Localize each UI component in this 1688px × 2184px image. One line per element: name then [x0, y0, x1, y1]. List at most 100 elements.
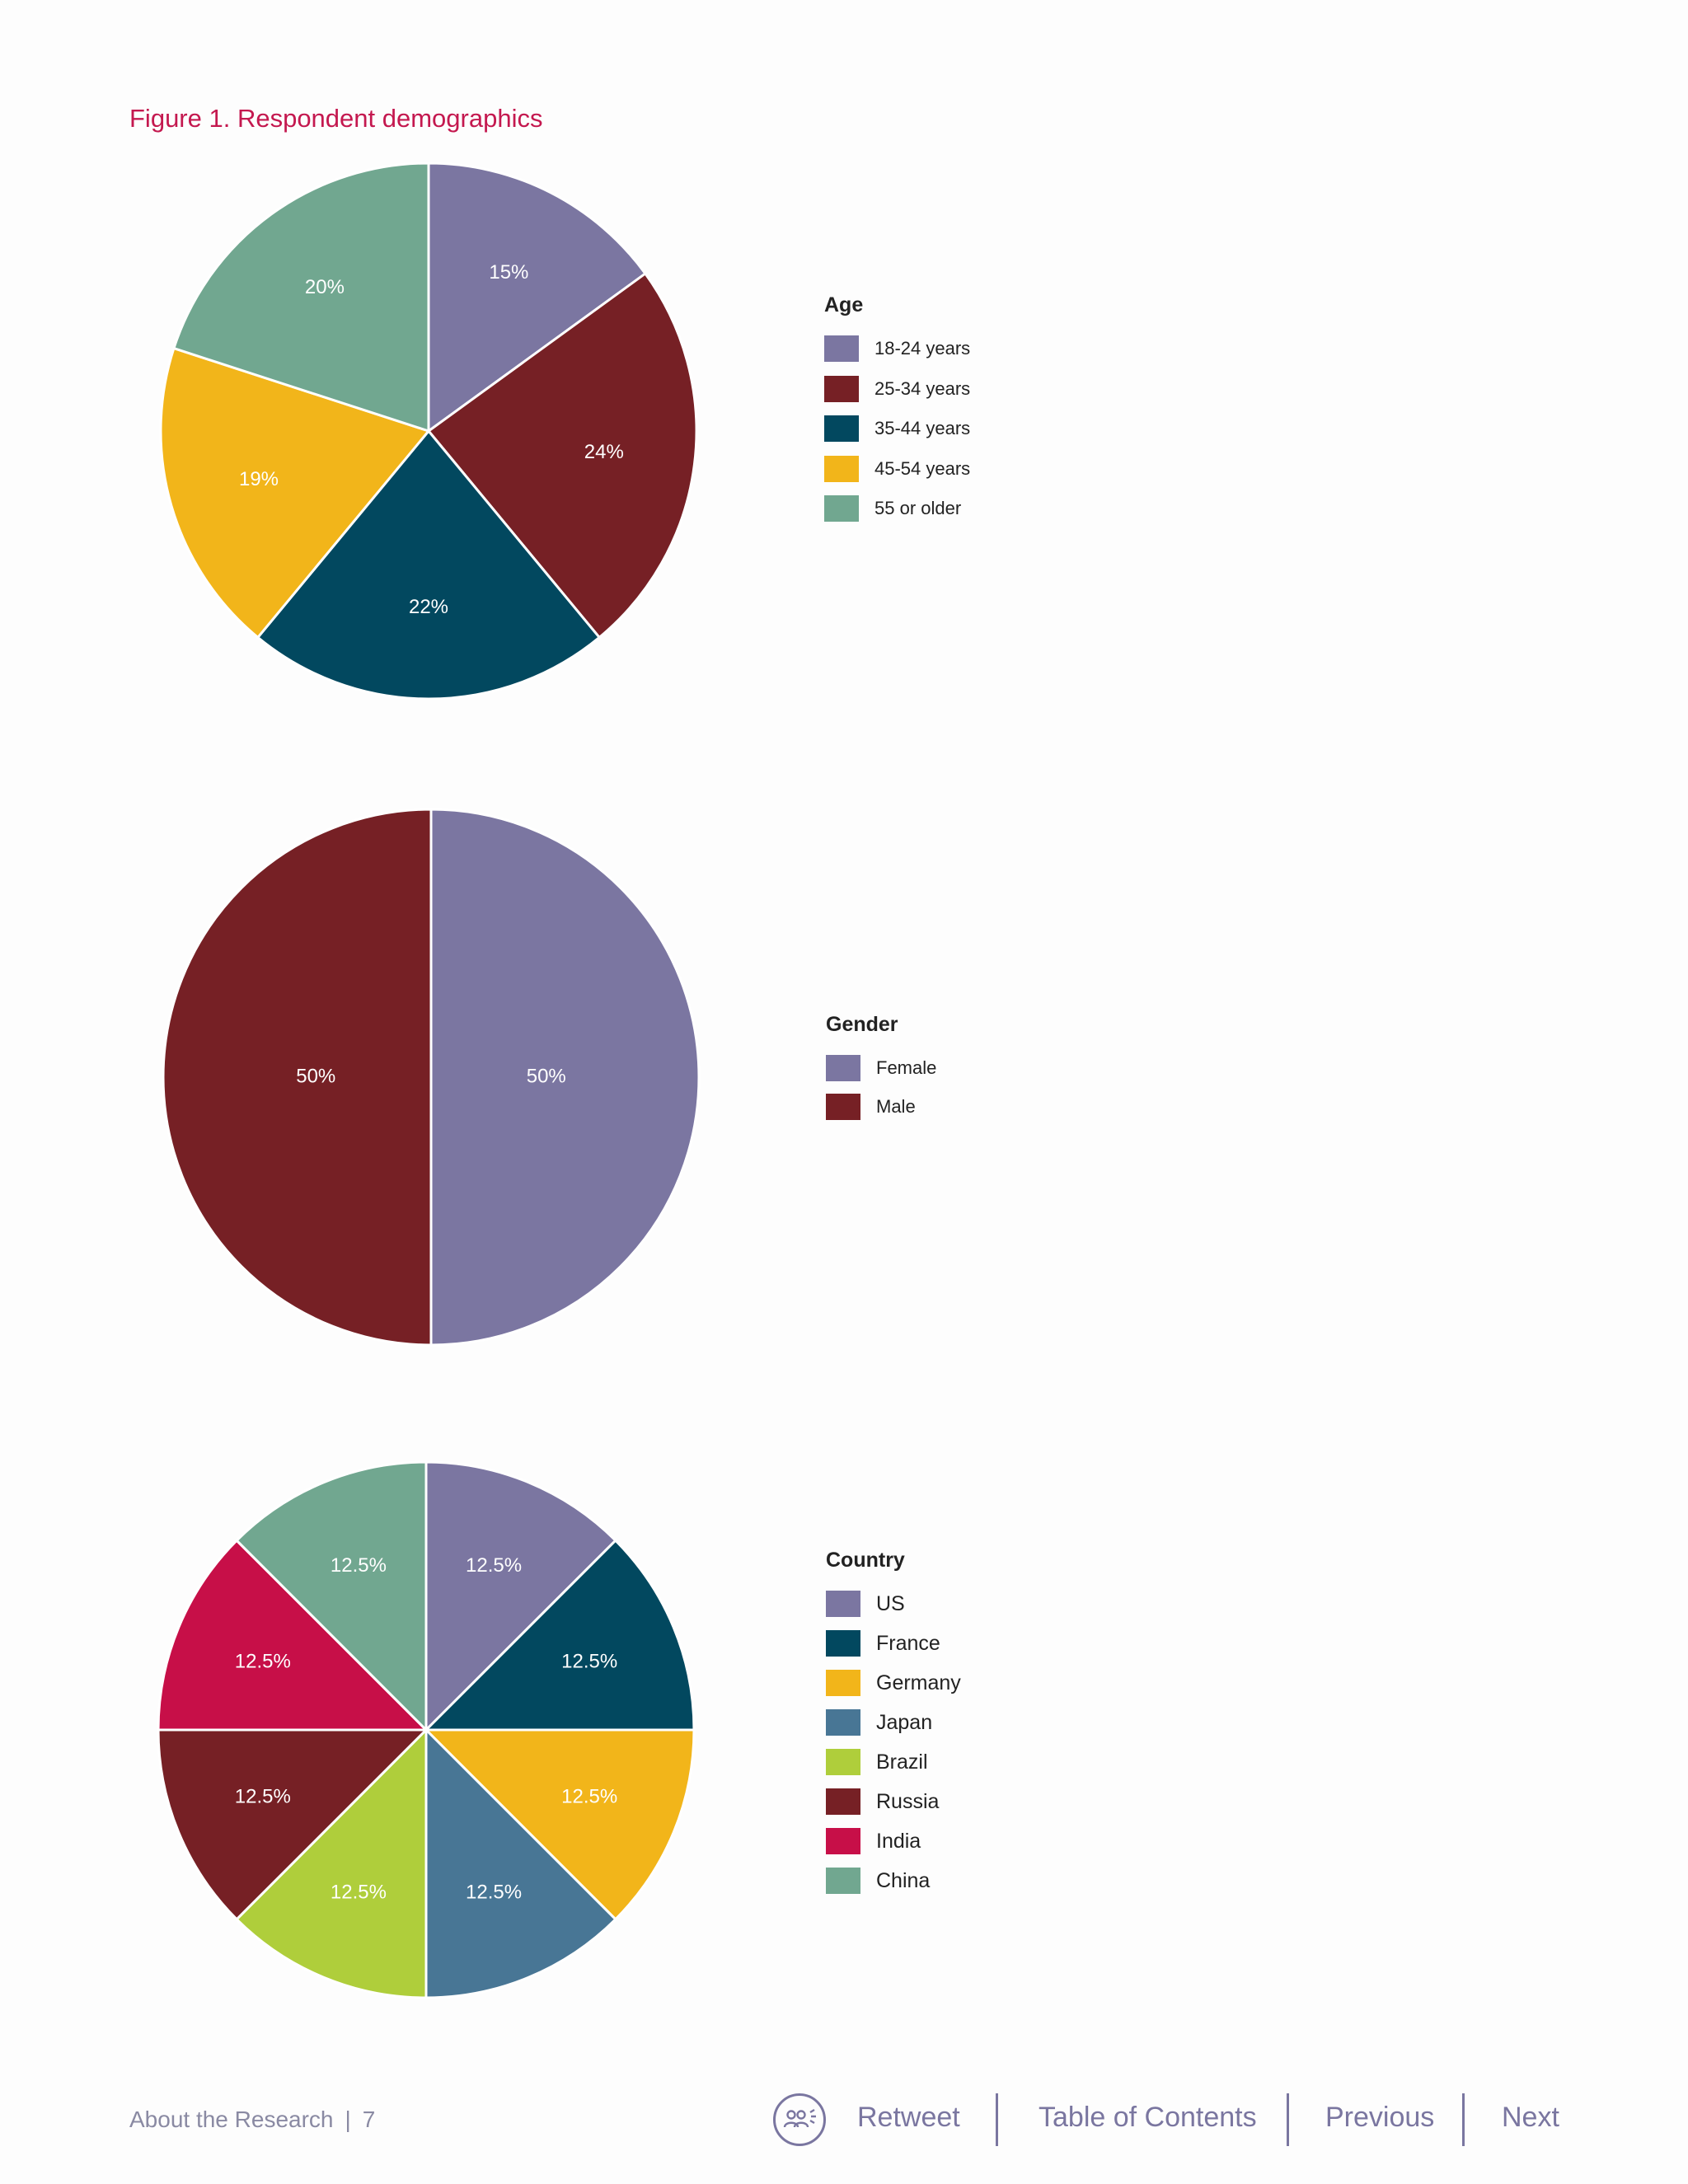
country-legend-item: China: [826, 1861, 961, 1900]
country-slice-label-4: 12.5%: [331, 1882, 387, 1904]
country-legend-item: Brazil: [826, 1742, 961, 1782]
age-slice-label-0: 15%: [489, 261, 528, 284]
country-slice-5: [157, 1728, 429, 1921]
footer-separator: |: [345, 2107, 351, 2132]
gender-slice-1: [162, 808, 433, 1347]
country-slice-label-1: 12.5%: [561, 1650, 617, 1672]
country-legend-item: France: [826, 1624, 961, 1663]
country-legend-item: Japan: [826, 1703, 961, 1742]
country-slice-label-7: 12.5%: [331, 1554, 387, 1577]
age-slice-2: [256, 429, 602, 701]
country-legend-label: Brazil: [876, 1750, 928, 1774]
age-pie-chart: 15% 24% 22% 19% 20%: [159, 162, 698, 701]
footer-page-info: About the Research | 7: [129, 2107, 375, 2133]
age-legend-title: Age: [824, 293, 864, 316]
country-slice-label-5: 12.5%: [235, 1785, 291, 1807]
country-legend-label: China: [876, 1868, 931, 1892]
nav-divider: [1462, 2093, 1465, 2146]
country-slice-4: [235, 1727, 428, 1999]
age-legend-label: 18-24 years: [874, 338, 971, 359]
age-slice-1: [426, 271, 698, 640]
country-legend-title: Country: [826, 1549, 905, 1572]
country-slice-3: [424, 1727, 617, 1999]
nav-divider: [996, 2093, 998, 2146]
age-legend: Age 18-24 years 25-34 years 35-44 years 45-…: [824, 293, 970, 529]
age-slice-label-4: 20%: [305, 276, 345, 298]
country-legend-swatch: [826, 1591, 860, 1617]
age-legend-label: 45-54 years: [874, 457, 971, 479]
country-legend-label: Japan: [876, 1710, 933, 1734]
gender-legend: Gender Female Male: [826, 1013, 936, 1126]
country-legend-label: Germany: [876, 1671, 961, 1694]
retweet-link[interactable]: Retweet: [857, 2102, 960, 2133]
country-legend-label: Russia: [876, 1789, 940, 1813]
age-legend-label: 35-44 years: [874, 418, 971, 439]
age-legend-swatch: [824, 375, 859, 402]
age-legend-swatch: [824, 455, 859, 482]
gender-pie-chart: 50% 50%: [162, 808, 701, 1347]
country-legend-item: Germany: [826, 1663, 961, 1703]
country-pie-chart: 12.5% 12.5% 12.5% 12.5% 12.5% 12.5% 12.5% 12.5%: [157, 1460, 696, 1999]
age-legend-swatch: [824, 495, 859, 523]
country-legend-label: India: [876, 1829, 921, 1853]
age-legend-item: 45-54 years: [824, 449, 970, 490]
gender-slice-label-0: 50%: [527, 1065, 566, 1087]
age-legend-swatch: [824, 335, 859, 363]
gender-legend-title: Gender: [826, 1013, 898, 1036]
age-slice-0: [427, 162, 648, 434]
country-legend: Country US France Germany Japan Brazil Russia…: [826, 1549, 961, 1900]
age-legend-label: 55 or older: [874, 498, 962, 519]
age-slice-label-2: 22%: [409, 596, 448, 618]
gender-legend-swatch: [826, 1093, 860, 1120]
nav-divider: [1287, 2093, 1289, 2146]
gender-legend-item: Male: [826, 1087, 936, 1126]
country-legend-swatch: [826, 1749, 860, 1775]
footer: About the Research | 7 Retweet Table of Co…: [0, 2093, 1688, 2151]
country-legend-swatch: [826, 1670, 860, 1696]
age-legend-item: 18-24 years: [824, 329, 970, 369]
country-slice-0: [424, 1460, 617, 1733]
people-group-icon: [783, 2108, 816, 2128]
country-legend-item: India: [826, 1821, 961, 1861]
country-legend-items: US France Germany Japan Brazil Russia India Chi…: [826, 1584, 961, 1900]
table-of-contents-link[interactable]: Table of Contents: [1039, 2102, 1257, 2133]
country-legend-swatch: [826, 1788, 860, 1815]
country-slice-7: [235, 1460, 428, 1733]
country-slice-label-2: 12.5%: [561, 1785, 617, 1807]
country-slice-2: [423, 1728, 696, 1921]
figure-title: Figure 1. Respondent demographics: [129, 104, 543, 133]
country-legend-item: US: [826, 1584, 961, 1624]
age-legend-item: 25-34 years: [824, 369, 970, 410]
country-legend-swatch: [826, 1709, 860, 1736]
country-legend-label: US: [876, 1591, 905, 1615]
next-link[interactable]: Next: [1502, 2102, 1559, 2133]
country-slice-1: [423, 1539, 696, 1732]
country-legend-item: Russia: [826, 1782, 961, 1821]
gender-slice-label-1: 50%: [296, 1065, 335, 1087]
age-slice-label-3: 19%: [239, 468, 279, 490]
footer-section-label: About the Research: [129, 2107, 334, 2132]
gender-legend-items: Female Male: [826, 1048, 936, 1126]
country-legend-swatch: [826, 1630, 860, 1657]
age-slice-4: [172, 162, 430, 434]
age-legend-item: 55 or older: [824, 489, 970, 529]
country-slice-label-6: 12.5%: [235, 1650, 291, 1672]
age-legend-item: 35-44 years: [824, 409, 970, 449]
gender-legend-swatch: [826, 1054, 860, 1081]
gender-legend-label: Male: [876, 1095, 916, 1117]
age-slice-label-1: 24%: [584, 441, 624, 463]
gender-legend-item: Female: [826, 1048, 936, 1087]
gender-slice-0: [429, 808, 701, 1347]
country-slice-label-0: 12.5%: [466, 1554, 522, 1577]
page-number: 7: [362, 2107, 376, 2132]
age-legend-label: 25-34 years: [874, 377, 971, 399]
country-slice-label-3: 12.5%: [466, 1882, 522, 1904]
previous-link[interactable]: Previous: [1325, 2102, 1435, 2133]
age-legend-items: 18-24 years 25-34 years 35-44 years 45-54 y…: [824, 329, 970, 529]
country-slice-6: [157, 1539, 429, 1732]
country-legend-swatch: [826, 1828, 860, 1854]
country-legend-swatch: [826, 1868, 860, 1894]
country-legend-label: France: [876, 1631, 940, 1655]
gender-legend-label: Female: [876, 1057, 937, 1078]
retweet-icon-button[interactable]: [773, 2093, 826, 2146]
